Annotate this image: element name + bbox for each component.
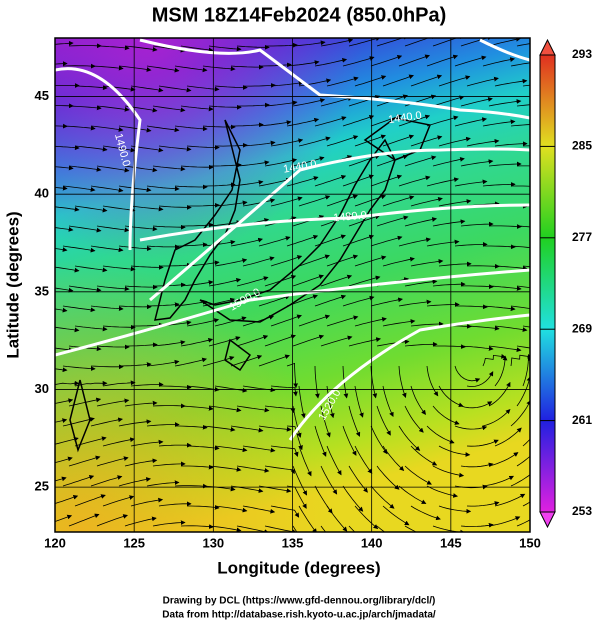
colorbar-tick-label: 269 bbox=[572, 321, 592, 335]
x-axis-label: Longitude (degrees) bbox=[217, 558, 380, 577]
y-tick-label: 30 bbox=[35, 381, 49, 396]
streamline bbox=[63, 66, 95, 67]
x-tick-label: 135 bbox=[282, 535, 304, 550]
footer-line: Data from http://database.rish.kyoto-u.a… bbox=[162, 610, 436, 621]
streamline bbox=[35, 126, 67, 127]
x-tick-label: 140 bbox=[361, 535, 383, 550]
x-tick-label: 125 bbox=[123, 535, 145, 550]
x-tick-label: 120 bbox=[44, 535, 66, 550]
y-tick-label: 25 bbox=[35, 479, 49, 494]
y-axis-label: Latitude (degrees) bbox=[3, 211, 22, 358]
colorbar bbox=[540, 55, 555, 512]
colorbar-tick-label: 253 bbox=[572, 504, 592, 518]
title: MSM 18Z14Feb2024 (850.0hPa) bbox=[152, 4, 447, 26]
colorbar-min-arrow bbox=[540, 512, 555, 527]
colorbar-tick-label: 261 bbox=[572, 413, 592, 427]
colorbar-tick-label: 277 bbox=[572, 230, 592, 244]
colorbar-tick-label: 285 bbox=[572, 139, 592, 153]
x-tick-label: 130 bbox=[202, 535, 224, 550]
y-tick-label: 35 bbox=[35, 283, 49, 298]
x-tick-label: 150 bbox=[519, 535, 541, 550]
footer-line: Drawing by DCL (https://www.gfd-dennou.o… bbox=[163, 596, 436, 607]
colorbar-max-arrow bbox=[540, 40, 555, 55]
y-tick-label: 40 bbox=[35, 186, 49, 201]
colorbar-tick-label: 293 bbox=[572, 47, 592, 61]
x-tick-label: 145 bbox=[440, 535, 462, 550]
y-tick-label: 45 bbox=[35, 88, 49, 103]
